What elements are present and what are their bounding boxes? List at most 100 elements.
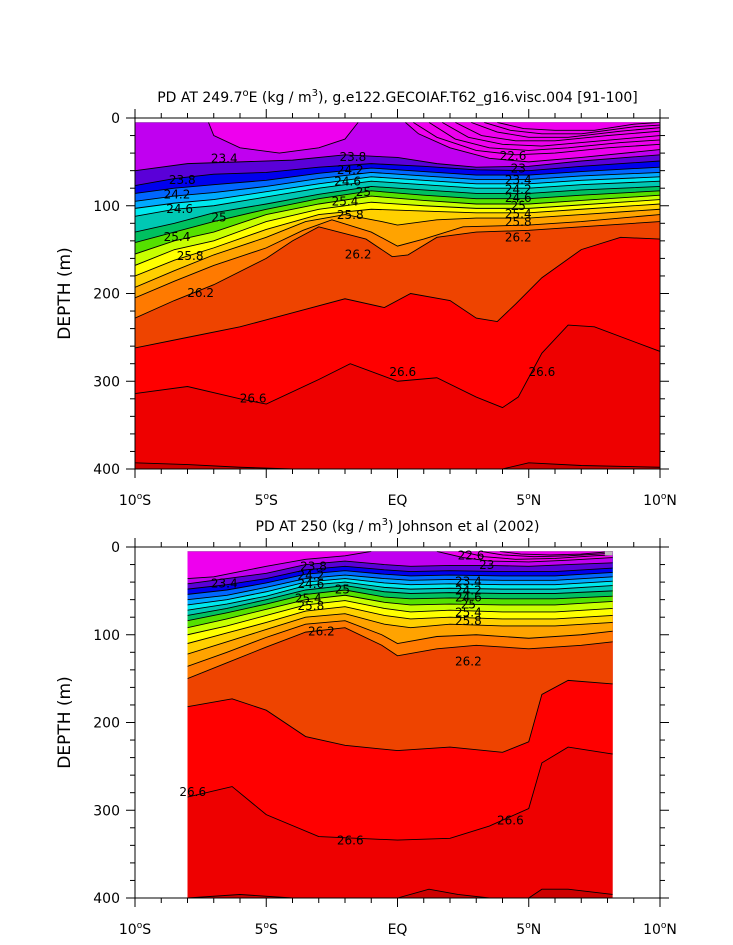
chart-title: PD AT 249.7oE (kg / m3), g.e122.GECOIAF.… bbox=[157, 88, 638, 106]
x-tick-label: 5oS bbox=[255, 921, 278, 938]
contour-line-24.2 bbox=[187, 574, 613, 601]
y-tick-label: 200 bbox=[93, 287, 120, 303]
contour-line-23.4 bbox=[436, 551, 613, 563]
contour-line-23.8 bbox=[187, 565, 613, 590]
contour-line-22 bbox=[497, 122, 660, 131]
contour-line-23.6 bbox=[135, 154, 660, 172]
band-23.2 bbox=[187, 551, 372, 579]
contour-label: 26.6 bbox=[389, 365, 416, 379]
contour-line-26 bbox=[187, 620, 613, 667]
contour-label: 24.2 bbox=[505, 182, 532, 196]
contour-line-26.8 bbox=[135, 462, 660, 469]
x-tick-label: 5oN bbox=[516, 921, 541, 938]
contour-label: 23.4 bbox=[211, 152, 238, 166]
y-tick-label: 400 bbox=[93, 891, 120, 907]
contour-label: 25.4 bbox=[295, 591, 322, 605]
y-tick-label: 200 bbox=[93, 716, 120, 732]
contour-line-24 bbox=[187, 570, 613, 595]
contour-label: 25 bbox=[461, 597, 476, 611]
contour-line-22.6 bbox=[455, 122, 660, 142]
contour-line-23.2 bbox=[413, 122, 660, 156]
contour-label: 25.4 bbox=[455, 605, 482, 619]
y-tick-label: 100 bbox=[93, 199, 120, 215]
contour-label: 26.2 bbox=[505, 231, 532, 245]
contour-line-25 bbox=[187, 589, 613, 622]
contour-label: 23.4 bbox=[211, 576, 238, 590]
contour-line-23.4 bbox=[187, 551, 372, 580]
contour-line-24.4 bbox=[187, 578, 613, 606]
contour-line-23 bbox=[481, 551, 613, 558]
contour-label: 24.2 bbox=[298, 568, 325, 582]
contour-label: 25.8 bbox=[505, 215, 532, 229]
contour-line-25.8 bbox=[135, 208, 660, 288]
contour-line-25.2 bbox=[135, 194, 660, 255]
contour-line-25.8 bbox=[187, 613, 613, 655]
contour-label: 25.4 bbox=[164, 230, 191, 244]
contour-label: 23.4 bbox=[455, 575, 482, 589]
contour-line-23.4 bbox=[405, 122, 660, 163]
contour-label: 22.6 bbox=[458, 548, 485, 562]
contour-line-25.6 bbox=[135, 203, 660, 277]
contour-label: 26.2 bbox=[455, 654, 482, 668]
contour-label: 25.8 bbox=[298, 599, 325, 613]
contour-label: 25.4 bbox=[332, 195, 359, 209]
contour-line-25.4 bbox=[187, 600, 613, 636]
x-tick-label: 10oN bbox=[643, 492, 677, 509]
contour-line-22.8 bbox=[441, 122, 660, 147]
y-tick-label: 400 bbox=[93, 462, 120, 478]
contour-label: 23.8 bbox=[340, 150, 367, 164]
contour-line-25.2 bbox=[187, 594, 613, 629]
missing-data-patch bbox=[604, 551, 613, 556]
contour-field bbox=[187, 551, 613, 898]
contour-label: 26.2 bbox=[187, 286, 214, 300]
contour-label: 24.6 bbox=[455, 590, 482, 604]
contour-label: 26.6 bbox=[529, 365, 556, 379]
contour-line-26 bbox=[135, 214, 660, 299]
contour-line-22.2 bbox=[483, 122, 660, 135]
contour-line-25.6 bbox=[187, 606, 613, 644]
contour-line-24 bbox=[135, 166, 660, 194]
contour-label: 25.8 bbox=[337, 208, 364, 222]
y-axis-label: DEPTH (m) bbox=[55, 676, 75, 768]
y-tick-label: 300 bbox=[93, 374, 120, 390]
contour-line-22.4 bbox=[470, 122, 660, 138]
contour-line-26.8 bbox=[187, 888, 613, 898]
x-tick-label: 10oS bbox=[119, 492, 151, 509]
contour-label: 24.6 bbox=[505, 191, 532, 205]
contour-label: 24.6 bbox=[166, 202, 193, 216]
contour-line-25 bbox=[135, 190, 660, 244]
contour-line-25.4 bbox=[135, 199, 660, 266]
contour-line-26.4 bbox=[187, 679, 613, 753]
contour-label: 24.2 bbox=[164, 188, 191, 202]
contour-line-24.8 bbox=[135, 185, 660, 233]
contour-label: 23 bbox=[479, 558, 494, 572]
contour-label: 24.6 bbox=[334, 175, 361, 189]
y-tick-label: 0 bbox=[111, 111, 120, 127]
contour-label: 24.6 bbox=[298, 577, 325, 591]
contour-line-26.6 bbox=[135, 324, 660, 409]
contour-label: 26.6 bbox=[337, 833, 364, 847]
contour-line-26.6 bbox=[187, 746, 613, 841]
contour-label: 22.6 bbox=[500, 149, 527, 163]
contour-label: 25 bbox=[335, 582, 350, 596]
contour-line-23.6 bbox=[187, 560, 613, 585]
contour-field bbox=[135, 122, 660, 469]
contour-label: 25 bbox=[511, 199, 526, 213]
contour-line-24.2 bbox=[135, 171, 660, 202]
contour-label: 25 bbox=[356, 185, 371, 199]
contour-line-26.2 bbox=[187, 627, 613, 680]
contour-line-23.4 bbox=[208, 122, 359, 154]
contour-label: 26.2 bbox=[308, 625, 335, 639]
contour-label: 25.8 bbox=[455, 614, 482, 628]
chart-title: PD AT 250 (kg / m3) Johnson et al (2002) bbox=[256, 517, 540, 535]
contour-label: 23 bbox=[511, 161, 526, 175]
band-21.8 bbox=[497, 122, 660, 131]
contour-line-26.4 bbox=[135, 236, 660, 349]
contour-line-24.8 bbox=[187, 585, 613, 616]
y-tick-label: 300 bbox=[93, 803, 120, 819]
contour-label: 24.2 bbox=[455, 583, 482, 597]
x-tick-label: EQ bbox=[388, 493, 408, 509]
contour-line-24.6 bbox=[135, 180, 660, 217]
contour-line-24.6 bbox=[187, 581, 613, 611]
